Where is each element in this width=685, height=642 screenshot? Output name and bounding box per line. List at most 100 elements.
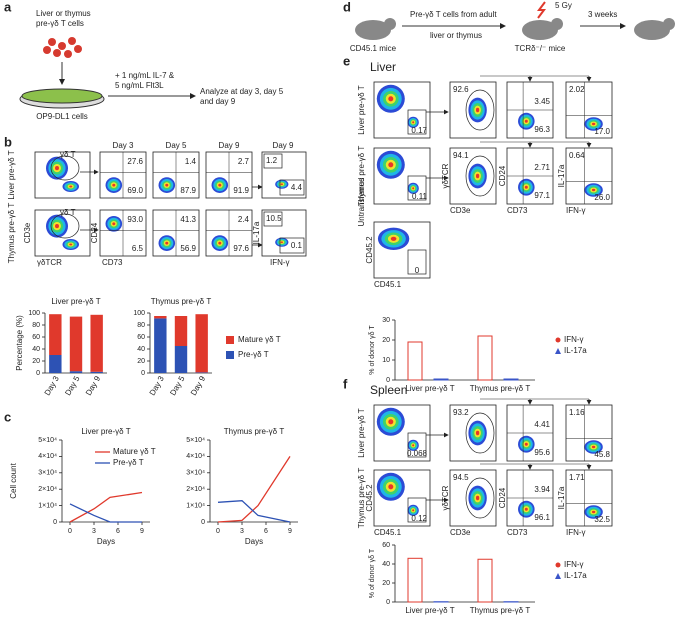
label: b [4,134,12,149]
label: 4.41 [534,420,550,429]
bar [195,372,207,373]
label: 2.7 [238,157,250,166]
density [69,186,72,188]
label: 97.6 [233,244,249,253]
density [412,444,414,446]
density [112,222,115,225]
label: 6 [116,528,120,535]
legend-swatch [226,336,234,344]
label: IL-17a [564,571,587,580]
label: e [343,53,350,68]
label: 56.9 [180,244,196,253]
density [388,96,393,101]
label: 60 [382,542,390,549]
label: CD24 [498,487,507,508]
label: 0 [216,528,220,535]
bar [175,346,187,373]
label: IFN-γ [564,560,584,569]
label: Day 9 [189,374,208,397]
label: 0.12 [411,514,427,523]
label: 26.0 [594,193,610,202]
label: Liver pre-γδ T [81,427,130,436]
bar [90,372,102,373]
label: γδTCR [37,258,62,267]
label: 4.4 [291,183,303,192]
label: Pre-γδ T cells from adult [410,10,497,19]
label: Untransferred [357,178,366,227]
label: Day 3 [113,141,134,150]
label: Day 9 [219,141,240,150]
label: + 1 ng/mL IL-7 & [115,71,175,80]
label: Pre-γδ T [238,350,269,359]
label: a [4,0,12,14]
density [476,496,479,500]
bar [70,317,82,372]
density [525,508,528,511]
label: 95.6 [534,448,550,457]
label: IFN-γ [270,258,290,267]
label: Liver pre-γδ T [51,297,100,306]
label: 0 [141,370,145,377]
label: 41.3 [180,215,196,224]
label: 0.64 [569,151,585,160]
label: Thymus pre-γδ T [7,203,16,264]
label: 45.8 [594,450,610,459]
label: 5×10⁴ [38,437,57,444]
legend-marker [556,563,561,568]
density [281,183,283,185]
label: 80 [137,322,145,329]
label: 92.6 [453,85,469,94]
label: 5 ng/mL Flt3L [115,81,164,90]
label: Days [97,537,115,546]
label: Thymus pre-γδ T [470,606,531,615]
label: Mature γδ T [113,447,156,456]
label: IFN-γ [564,335,584,344]
label: 3.45 [534,97,550,106]
density [412,509,414,511]
label: CD24 [498,165,507,186]
label: Day 9 [273,141,294,150]
label: Day 5 [168,374,187,397]
label: 3 [92,528,96,535]
label: CD73 [507,206,528,215]
cells [43,37,82,58]
label: 96.3 [534,125,550,134]
label: γδ T [60,150,76,159]
label: Liver [370,60,396,74]
label: Liver pre-γδ T [405,384,454,393]
bar [195,314,207,372]
density [412,121,414,123]
density [165,242,168,245]
label: 20 [32,358,40,365]
label: 20 [382,580,390,587]
density [476,108,479,112]
bar [434,379,448,380]
label: d [343,0,351,14]
density [388,484,393,489]
label: 1×10⁴ [186,502,205,509]
label: 96.1 [534,513,550,522]
label: % of donor γδ T [369,548,376,598]
label: 6.5 [132,244,144,253]
label: 0.17 [411,126,427,135]
bar [154,316,166,318]
label: γδ T [60,208,76,217]
label: 93.0 [127,215,143,224]
label: Day 3 [43,374,62,397]
label: 69.0 [127,186,143,195]
label: CD3e [23,222,32,243]
line [70,492,142,522]
label: Day 9 [84,374,103,397]
density [388,419,393,424]
label: 5 Gy [555,1,572,10]
label: Thymus pre-γδ T [224,427,285,436]
bar [408,558,422,602]
label: 2.71 [534,163,550,172]
label: 9 [288,528,292,535]
label: and day 9 [200,97,236,106]
label: IFN-γ [566,528,586,537]
bar [504,379,518,380]
label: IL-17a [557,486,566,509]
label: Pre-γδ T [113,458,144,467]
legend-marker [555,573,561,579]
